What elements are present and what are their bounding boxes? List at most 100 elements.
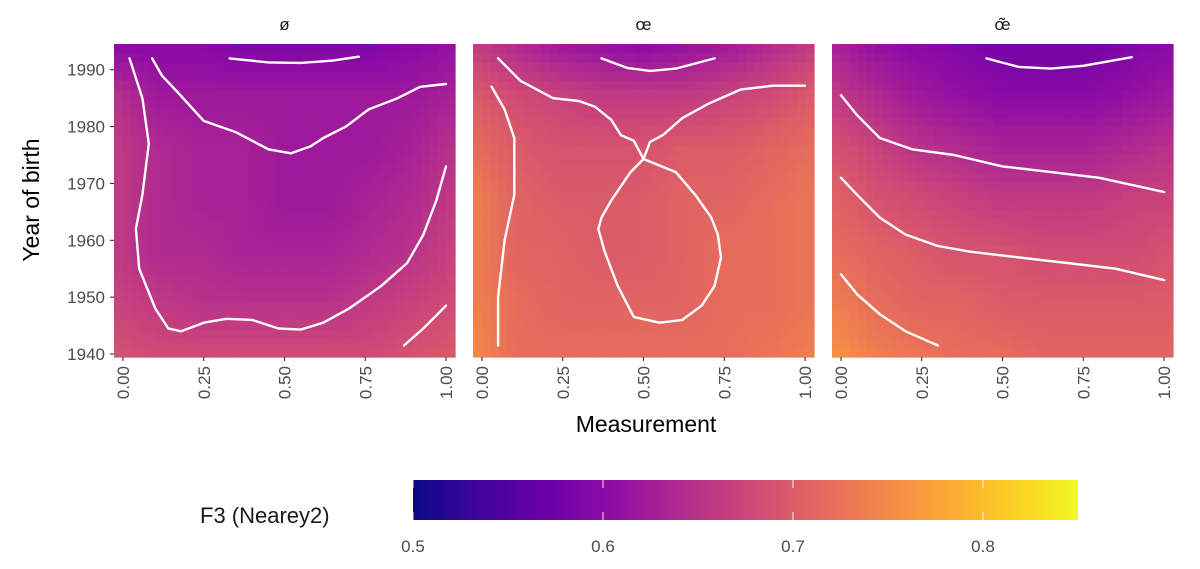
- heat-cell: [677, 274, 687, 284]
- heat-cell: [344, 163, 354, 174]
- heat-cell: [541, 329, 551, 340]
- heat-cell: [114, 301, 124, 312]
- heat-cell: [634, 283, 645, 294]
- heat-cell: [720, 163, 730, 174]
- heat-cell: [1019, 347, 1029, 358]
- heat-cell: [481, 182, 491, 192]
- heat-cell: [643, 71, 653, 82]
- heat-cell: [993, 80, 1004, 91]
- heat-cell: [318, 218, 328, 229]
- heat-cell: [275, 80, 286, 91]
- heat-cell: [925, 163, 935, 174]
- heat-cell: [1036, 237, 1046, 248]
- heat-cell: [643, 237, 653, 248]
- heat-cell: [643, 53, 653, 64]
- heat-cell: [301, 237, 311, 248]
- heat-cell: [925, 62, 935, 73]
- heat-cell: [318, 310, 328, 321]
- heat-cell: [507, 310, 517, 321]
- heat-cell: [1036, 44, 1046, 54]
- heat-cell: [737, 209, 747, 220]
- heat-cell: [669, 200, 679, 211]
- heat-cell: [788, 99, 798, 110]
- heat-cell: [1096, 209, 1106, 220]
- heat-cell: [796, 283, 807, 294]
- heat-cell: [993, 301, 1004, 312]
- heat-cell: [532, 154, 542, 165]
- heat-cell: [190, 218, 200, 229]
- heat-cell: [114, 274, 124, 284]
- heat-cell: [728, 191, 738, 202]
- heat-cell: [344, 264, 354, 275]
- heat-cell: [908, 237, 918, 248]
- heat-cell: [934, 218, 944, 229]
- heat-cell: [728, 71, 738, 82]
- heat-cell: [524, 154, 534, 165]
- heat-cell: [874, 182, 884, 192]
- heat-cell: [446, 182, 456, 192]
- heat-cell: [369, 237, 379, 248]
- heat-cell: [403, 237, 413, 248]
- heat-cell: [617, 320, 628, 330]
- heat-cell: [310, 228, 320, 238]
- heat-cell: [652, 255, 662, 266]
- heat-cell: [634, 154, 645, 165]
- heat-cell: [566, 163, 576, 174]
- heat-cell: [617, 117, 628, 128]
- heat-cell: [566, 218, 576, 229]
- heat-cell: [626, 274, 636, 284]
- heat-cell: [942, 310, 952, 321]
- heat-cell: [575, 108, 585, 119]
- heat-cell: [241, 246, 252, 257]
- heat-cell: [566, 347, 576, 358]
- heat-cell: [327, 99, 337, 110]
- heat-cell: [1155, 62, 1166, 73]
- heat-cell: [1053, 255, 1063, 266]
- heat-cell: [139, 53, 149, 64]
- heat-cell: [446, 53, 456, 64]
- heat-cell: [592, 209, 602, 220]
- heat-cell: [369, 90, 379, 100]
- heat-cell: [951, 99, 961, 110]
- heat-cell: [857, 347, 867, 358]
- heat-cell: [1053, 237, 1063, 248]
- heat-cell: [917, 329, 927, 340]
- heat-cell: [1155, 80, 1166, 91]
- heat-cell: [737, 53, 747, 64]
- heat-cell: [976, 218, 987, 229]
- heat-cell: [182, 200, 192, 211]
- heat-cell: [634, 53, 645, 64]
- heat-cell: [437, 154, 448, 165]
- heat-cell: [993, 172, 1004, 183]
- heat-cell: [114, 209, 124, 220]
- heat-cell: [1096, 329, 1106, 340]
- heat-cell: [985, 209, 995, 220]
- heat-cell: [720, 310, 730, 321]
- heat-cell: [481, 237, 491, 248]
- heat-cell: [669, 338, 679, 349]
- heat-cell: [437, 44, 448, 54]
- heat-cell: [1104, 347, 1114, 358]
- heat-cell: [1062, 71, 1072, 82]
- heat-cell: [643, 172, 653, 183]
- heat-cell: [173, 329, 183, 340]
- heat-cell: [652, 90, 662, 100]
- heat-cell: [1070, 246, 1080, 257]
- heat-cell: [258, 338, 269, 349]
- heat-cell: [951, 209, 961, 220]
- heat-cell: [592, 90, 602, 100]
- heat-cell: [840, 44, 850, 54]
- heat-cell: [429, 163, 439, 174]
- heat-cell: [575, 172, 585, 183]
- heat-cell: [796, 99, 807, 110]
- y-tick-label: 1940: [67, 345, 105, 364]
- heat-cell: [634, 320, 645, 330]
- heat-cell: [609, 320, 619, 330]
- heat-cell: [335, 191, 345, 202]
- heat-cell: [891, 301, 901, 312]
- heat-cell: [1045, 117, 1055, 128]
- heat-cell: [951, 71, 961, 82]
- heat-cell: [250, 292, 260, 303]
- heat-cell: [993, 218, 1004, 229]
- heat-cell: [805, 108, 815, 119]
